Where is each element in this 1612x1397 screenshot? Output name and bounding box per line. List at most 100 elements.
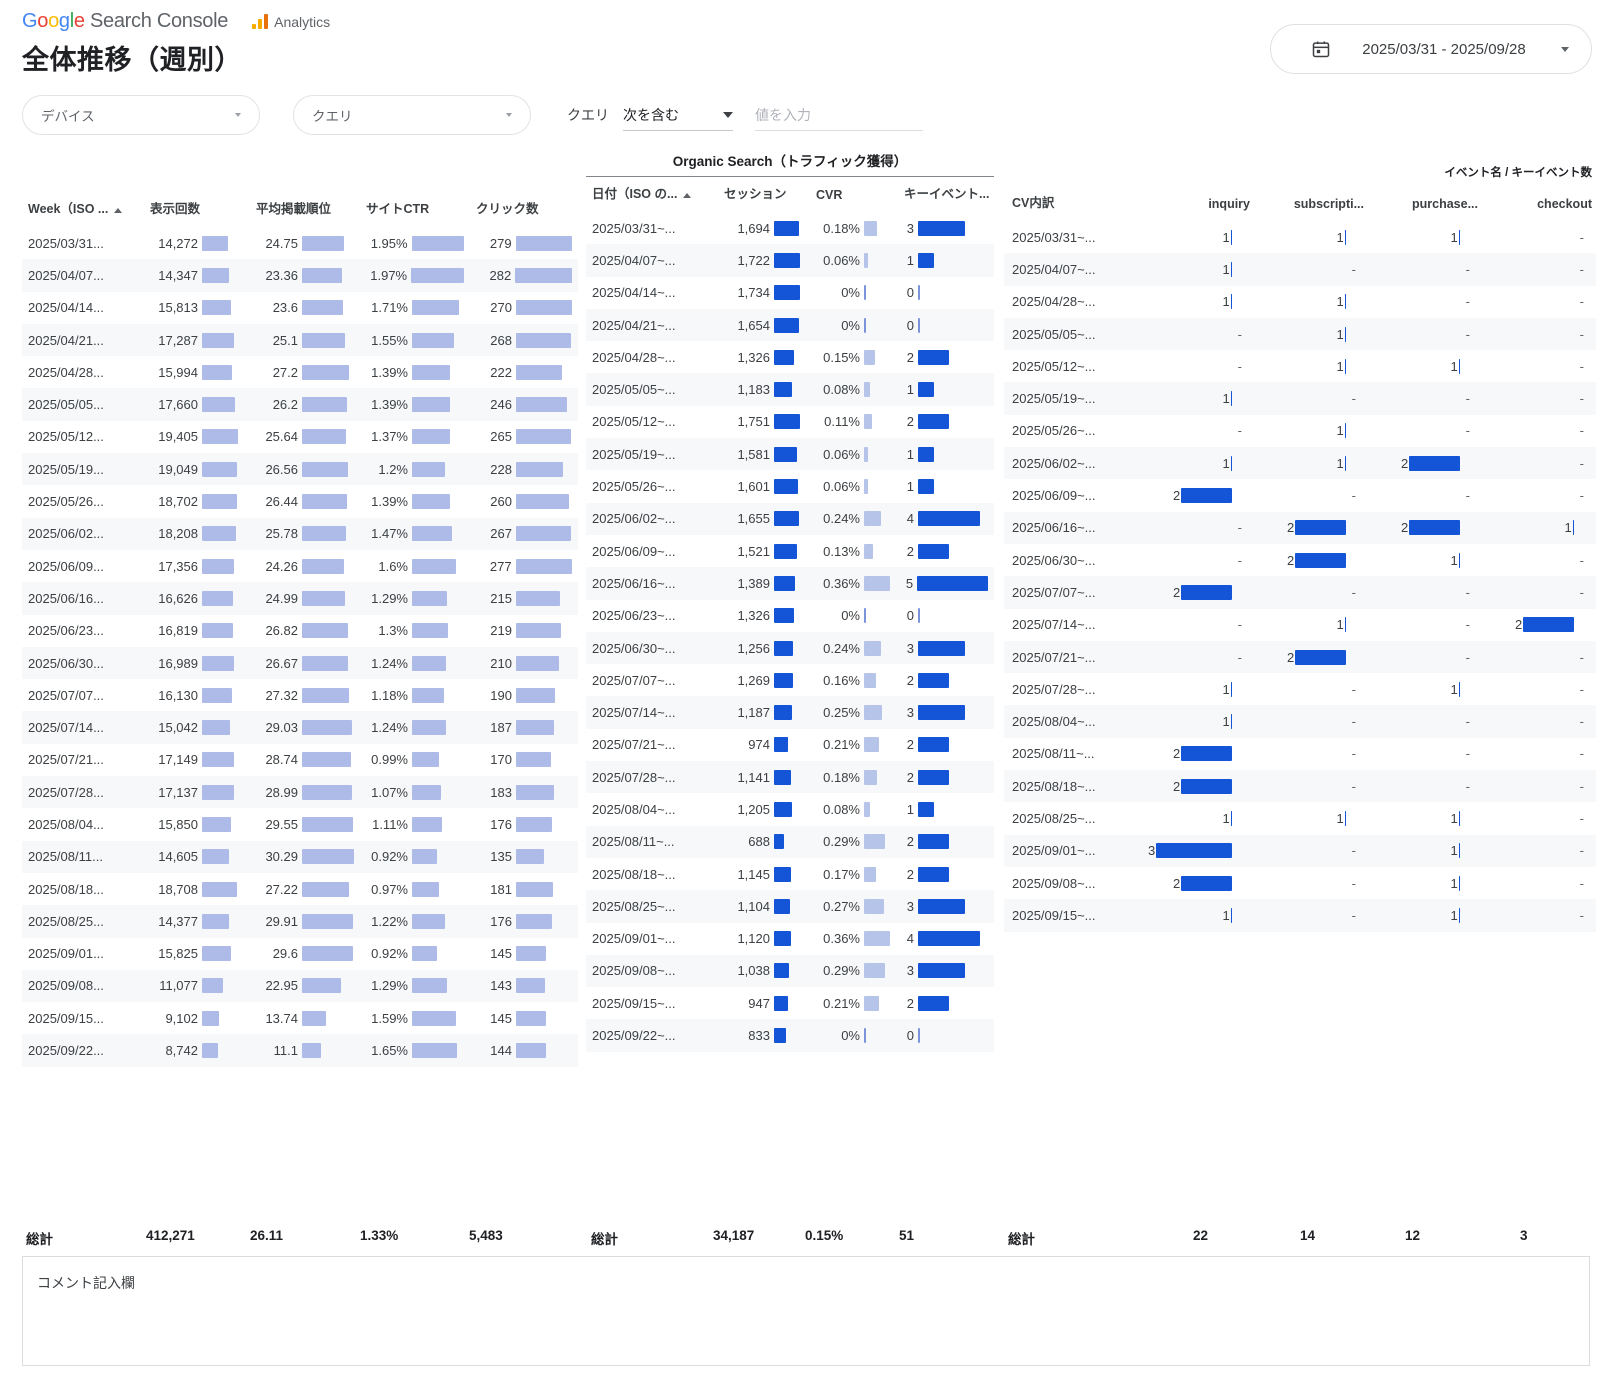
table-cell: 1,187: [718, 696, 810, 728]
table-row[interactable]: 2025/05/12... 19,405 25.64 1.37% 265: [22, 421, 578, 453]
table-row[interactable]: 2025/08/11~... 2 - - -: [1004, 738, 1596, 770]
col-week[interactable]: Week（ISO ...: [22, 192, 144, 227]
table-row[interactable]: 2025/08/11... 14,605 30.29 0.92% 135: [22, 840, 578, 873]
table-row[interactable]: 2025/09/08~... 2 - 1 -: [1004, 867, 1596, 899]
table-row[interactable]: 2025/05/19~... 1,581 0.06% 1: [586, 438, 994, 471]
table-row[interactable]: 2025/06/30~... 1,256 0.24% 3: [586, 631, 994, 665]
device-filter-dropdown[interactable]: デバイス: [22, 95, 260, 135]
table-row[interactable]: 2025/09/22~... 833 0% 0: [586, 1019, 994, 1052]
table-row[interactable]: 2025/06/02~... 1 1 2 -: [1004, 447, 1596, 480]
table-row[interactable]: 2025/09/15... 9,102 13.74 1.59% 145: [22, 1002, 578, 1034]
table-row[interactable]: 2025/07/14~... - 1 - 2: [1004, 609, 1596, 641]
table-row[interactable]: 2025/07/21~... 974 0.21% 2: [586, 729, 994, 761]
table-row[interactable]: 2025/06/09~... 1,521 0.13% 2: [586, 535, 994, 567]
table-row[interactable]: 2025/04/07~... 1,722 0.06% 1: [586, 244, 994, 277]
col-key-events[interactable]: キーイベント...: [898, 177, 994, 212]
col-clicks[interactable]: クリック数: [470, 192, 578, 227]
table-row[interactable]: 2025/06/16... 16,626 24.99 1.29% 215: [22, 582, 578, 615]
col-impressions[interactable]: 表示回数: [144, 192, 250, 227]
table-row[interactable]: 2025/03/31~... 1 1 1 -: [1004, 221, 1596, 253]
table-row[interactable]: 2025/05/19~... 1 - - -: [1004, 382, 1596, 415]
table-row[interactable]: 2025/08/18~... 1,145 0.17% 2: [586, 858, 994, 890]
table-row[interactable]: 2025/07/14~... 1,187 0.25% 3: [586, 696, 994, 729]
table-row[interactable]: 2025/04/28... 15,994 27.2 1.39% 222: [22, 356, 578, 388]
table-row[interactable]: 2025/09/15~... 947 0.21% 2: [586, 987, 994, 1019]
table-row[interactable]: 2025/06/16~... 1,389 0.36% 5: [586, 567, 994, 600]
table-row[interactable]: 2025/06/02... 18,208 25.78 1.47% 267: [22, 517, 578, 550]
table-row[interactable]: 2025/09/08~... 1,038 0.29% 3: [586, 954, 994, 988]
table-row[interactable]: 2025/05/12~... 1,751 0.11% 2: [586, 406, 994, 438]
col-cv-period[interactable]: CV内訳: [1004, 186, 1140, 221]
table-row[interactable]: 2025/09/08... 11,077 22.95 1.29% 143: [22, 969, 578, 1003]
table-row[interactable]: 2025/09/01~... 3 - 1 -: [1004, 834, 1596, 867]
table-row[interactable]: 2025/07/07~... 1,269 0.16% 2: [586, 664, 994, 696]
query-value-input[interactable]: 値を入力: [755, 100, 923, 131]
table-row[interactable]: 2025/04/14... 15,813 23.6 1.71% 270: [22, 292, 578, 324]
table-row[interactable]: 2025/06/30... 16,989 26.67 1.24% 210: [22, 646, 578, 680]
table-row[interactable]: 2025/08/18~... 2 - - -: [1004, 770, 1596, 803]
table-row[interactable]: 2025/06/09... 17,356 24.26 1.6% 277: [22, 550, 578, 582]
table-row[interactable]: 2025/09/01... 15,825 29.6 0.92% 145: [22, 938, 578, 970]
table-row[interactable]: 2025/07/28~... 1,141 0.18% 2: [586, 761, 994, 794]
col-inquiry[interactable]: inquiry: [1140, 186, 1254, 221]
table-row[interactable]: 2025/08/11~... 688 0.29% 2: [586, 825, 994, 858]
col-avg-position[interactable]: 平均掲載順位: [250, 192, 360, 227]
table-row[interactable]: 2025/05/05... 17,660 26.2 1.39% 246: [22, 388, 578, 421]
table-row[interactable]: 2025/05/05~... - 1 - -: [1004, 317, 1596, 351]
col-site-ctr[interactable]: サイトCTR: [360, 192, 470, 227]
table-row[interactable]: 2025/05/12~... - 1 1 -: [1004, 350, 1596, 382]
col-checkout[interactable]: checkout: [1482, 186, 1596, 221]
table-row[interactable]: 2025/07/14... 15,042 29.03 1.24% 187: [22, 711, 578, 744]
table-row[interactable]: 2025/07/21... 17,149 28.74 0.99% 170: [22, 744, 578, 776]
table-row[interactable]: 2025/05/26~... 1,601 0.06% 1: [586, 470, 994, 502]
table-row[interactable]: 2025/06/02~... 1,655 0.24% 4: [586, 502, 994, 535]
table-row[interactable]: 2025/08/04... 15,850 29.55 1.11% 176: [22, 808, 578, 840]
table-row[interactable]: 2025/04/07... 14,347 23.36 1.97% 282: [22, 259, 578, 292]
table-row[interactable]: 2025/08/18... 18,708 27.22 0.97% 181: [22, 873, 578, 905]
table-row[interactable]: 2025/08/25... 14,377 29.91 1.22% 176: [22, 905, 578, 938]
query-condition-select[interactable]: 次を含む: [623, 100, 733, 131]
table-row[interactable]: 2025/08/25~... 1 1 1 -: [1004, 802, 1596, 834]
col-purchase[interactable]: purchase...: [1368, 186, 1482, 221]
table-row[interactable]: 2025/08/04~... 1,205 0.08% 1: [586, 793, 994, 825]
col-cvr[interactable]: CVR: [810, 177, 898, 212]
table-row[interactable]: 2025/06/23~... 1,326 0% 0: [586, 600, 994, 632]
query-filter-dropdown[interactable]: クエリ: [293, 95, 531, 135]
cell-inquiry: 1: [1140, 802, 1254, 834]
col-date[interactable]: 日付（ISO の...: [586, 177, 718, 212]
table-row[interactable]: 2025/04/07~... 1 - - -: [1004, 253, 1596, 286]
table-row[interactable]: 2025/05/26... 18,702 26.44 1.39% 260: [22, 485, 578, 517]
comment-box[interactable]: コメント記入欄: [22, 1256, 1590, 1366]
table-row[interactable]: 2025/05/19... 19,049 26.56 1.2% 228: [22, 453, 578, 486]
table-row[interactable]: 2025/06/16~... - 2 2 1: [1004, 511, 1596, 544]
table-row[interactable]: 2025/03/31... 14,272 24.75 1.95% 279: [22, 227, 578, 259]
table-row[interactable]: 2025/09/15~... 1 - 1 -: [1004, 899, 1596, 932]
table-row[interactable]: 2025/03/31~... 1,694 0.18% 3: [586, 212, 994, 244]
table-row[interactable]: 2025/06/09~... 2 - - -: [1004, 479, 1596, 511]
date-range-picker[interactable]: 2025/03/31 - 2025/09/28: [1270, 24, 1592, 74]
table-row[interactable]: 2025/04/21... 17,287 25.1 1.55% 268: [22, 323, 578, 357]
table-row[interactable]: 2025/07/28... 17,137 28.99 1.07% 183: [22, 776, 578, 809]
col-clicks-label: クリック数: [476, 202, 539, 216]
total-subscription: 14: [1300, 1228, 1316, 1243]
table-row[interactable]: 2025/06/30~... - 2 1 -: [1004, 544, 1596, 576]
table-row[interactable]: 2025/05/05~... 1,183 0.08% 1: [586, 373, 994, 406]
table-row[interactable]: 2025/07/07~... 2 - - -: [1004, 576, 1596, 609]
table-row[interactable]: 2025/07/21~... - 2 - -: [1004, 640, 1596, 674]
table-row[interactable]: 2025/09/01~... 1,120 0.36% 4: [586, 923, 994, 955]
table-row[interactable]: 2025/07/28~... 1 - 1 -: [1004, 673, 1596, 705]
col-subscription[interactable]: subscripti...: [1254, 186, 1368, 221]
table-row[interactable]: 2025/04/28~... 1,326 0.15% 2: [586, 341, 994, 373]
table-row[interactable]: 2025/05/26~... - 1 - -: [1004, 415, 1596, 447]
table-row[interactable]: 2025/08/25~... 1,104 0.27% 3: [586, 890, 994, 923]
table-row[interactable]: 2025/06/23... 16,819 26.82 1.3% 219: [22, 615, 578, 647]
table-row[interactable]: 2025/04/28~... 1 1 - -: [1004, 286, 1596, 318]
chevron-down-icon: [506, 113, 512, 117]
table-row[interactable]: 2025/04/14~... 1,734 0% 0: [586, 277, 994, 309]
col-sessions[interactable]: セッション: [718, 177, 810, 212]
table-row[interactable]: 2025/07/07... 16,130 27.32 1.18% 190: [22, 679, 578, 711]
cell-value: 0.06%: [823, 252, 860, 268]
table-row[interactable]: 2025/08/04~... 1 - - -: [1004, 705, 1596, 738]
table-row[interactable]: 2025/04/21~... 1,654 0% 0: [586, 308, 994, 342]
table-row[interactable]: 2025/09/22... 8,742 11.1 1.65% 144: [22, 1034, 578, 1067]
